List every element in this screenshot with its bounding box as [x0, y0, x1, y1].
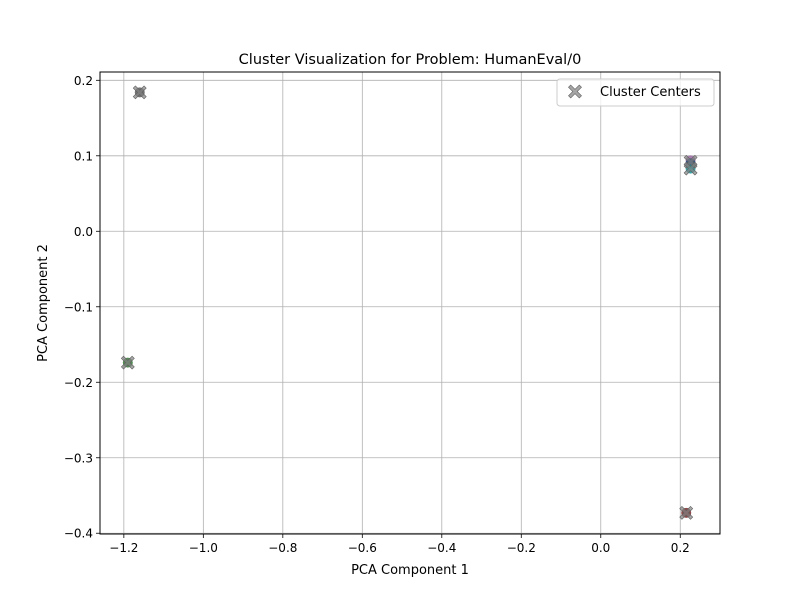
legend-center-marker [568, 84, 582, 99]
y-tick-label: −0.1 [64, 300, 93, 314]
y-axis-ticks: −0.4 −0.3 −0.2 −0.1 0.0 0.1 0.2 [64, 74, 100, 541]
legend-box [556, 78, 715, 107]
chart-title: Cluster Visualization for Problem: Human… [239, 52, 582, 68]
y-tick-label: −0.2 [64, 376, 93, 390]
cluster-centers [120, 85, 698, 520]
y-axis-label: PCA Component 2 [36, 244, 51, 362]
y-tick-label: 0.1 [74, 149, 93, 163]
x-tick-label: −0.2 [507, 541, 536, 555]
y-tick-label: −0.4 [64, 527, 93, 541]
x-tick-label: −1.0 [189, 541, 218, 555]
y-tick-label: 0.2 [74, 74, 93, 88]
cluster-center-marker [679, 505, 694, 520]
x-tick-label: −0.8 [268, 541, 297, 555]
x-axis-label: PCA Component 1 [351, 563, 469, 578]
x-tick-label: −0.4 [427, 541, 456, 555]
y-tick-label: −0.3 [64, 451, 93, 465]
x-tick-label: 0.0 [591, 541, 610, 555]
data-points [122, 87, 696, 518]
x-tick-label: −0.6 [348, 541, 377, 555]
x-axis-ticks: −1.2 −1.0 −0.8 −0.6 −0.4 −0.2 0.0 0.2 [109, 534, 690, 555]
y-tick-label: 0.0 [74, 225, 93, 239]
legend: Cluster Centers [556, 78, 715, 107]
x-tick-label: −1.2 [109, 541, 138, 555]
cluster-center-marker [132, 85, 147, 100]
legend-label: Cluster Centers [600, 85, 701, 100]
cluster-center-marker [683, 161, 698, 176]
legend-marker-icon [568, 84, 582, 99]
x-tick-label: 0.2 [671, 541, 690, 555]
grid-lines [100, 72, 720, 534]
plot-area-frame [99, 71, 721, 535]
cluster-center-marker [120, 355, 135, 370]
